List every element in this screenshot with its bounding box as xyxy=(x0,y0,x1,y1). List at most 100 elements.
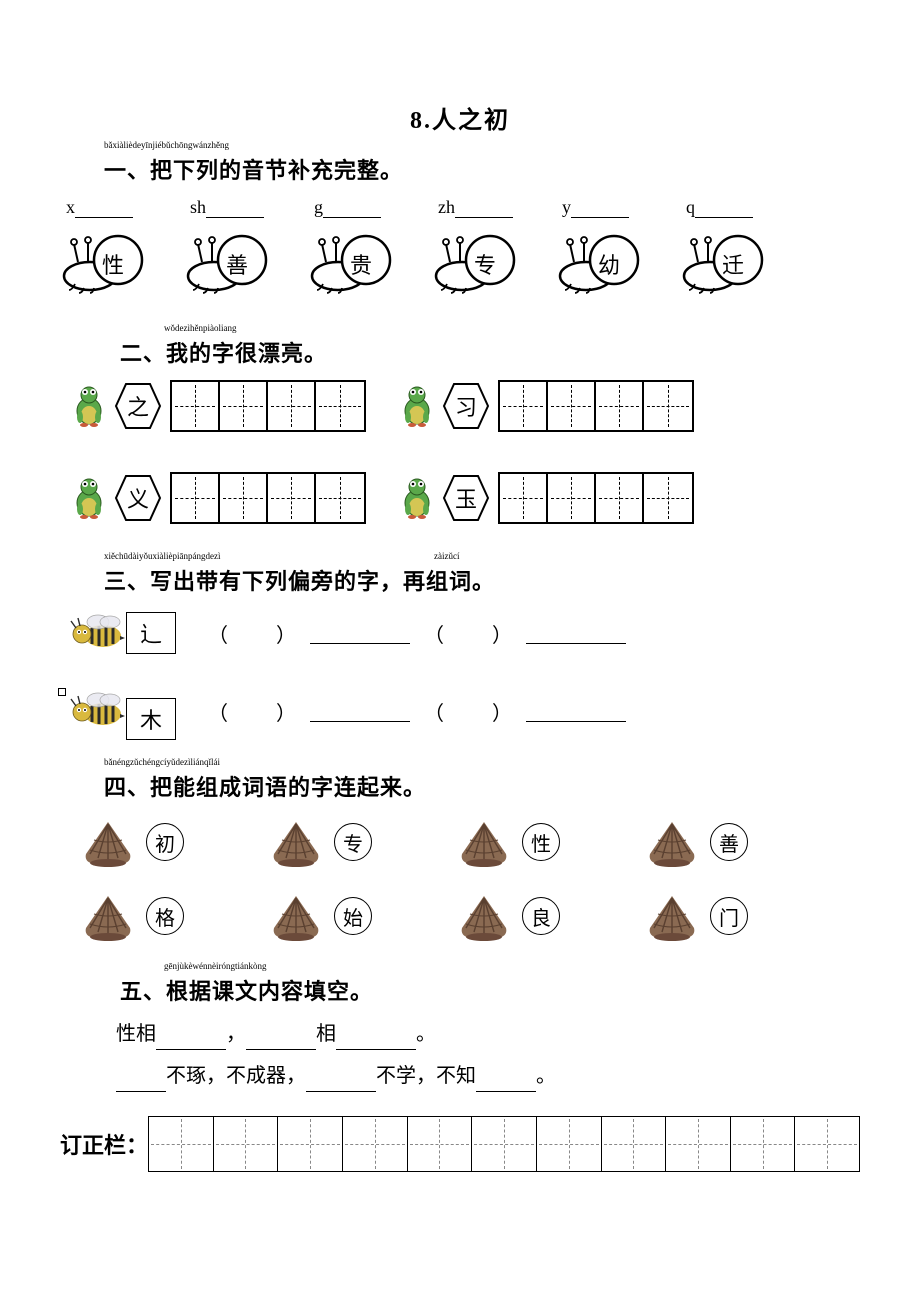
correction-box[interactable] xyxy=(666,1117,731,1171)
frog-icon xyxy=(400,477,434,519)
practice-box[interactable] xyxy=(220,474,268,522)
shell-icon xyxy=(76,888,140,944)
correction-box[interactable] xyxy=(343,1117,408,1171)
practice-boxes xyxy=(170,380,366,432)
shell-item[interactable]: 始 xyxy=(264,888,372,944)
practice-box[interactable] xyxy=(268,382,316,430)
practice-box[interactable] xyxy=(548,382,596,430)
snail-item: zh 专 xyxy=(432,197,532,296)
shell-icon xyxy=(76,814,140,870)
write-group: 玉 xyxy=(400,472,694,524)
correction-box[interactable] xyxy=(731,1117,796,1171)
radical-row: 辶 （） （） xyxy=(60,608,860,658)
correction-box[interactable] xyxy=(149,1117,214,1171)
shell-icon xyxy=(640,814,704,870)
frog-icon xyxy=(72,477,106,519)
snail-item: q 迁 xyxy=(680,197,780,296)
pinyin-prefix: sh xyxy=(184,197,264,218)
write-group: 义 xyxy=(72,472,366,524)
correction-box[interactable] xyxy=(795,1117,859,1171)
correction-box[interactable] xyxy=(472,1117,537,1171)
correction-box[interactable] xyxy=(602,1117,667,1171)
practice-boxes xyxy=(170,472,366,524)
word-blank[interactable] xyxy=(526,622,626,644)
shell-item[interactable]: 专 xyxy=(264,814,372,870)
practice-box[interactable] xyxy=(500,474,548,522)
bee-icon xyxy=(68,686,126,736)
snail-icon: 性 xyxy=(60,226,160,296)
correction-box[interactable] xyxy=(214,1117,279,1171)
practice-box[interactable] xyxy=(644,382,692,430)
snail-item: y 幼 xyxy=(556,197,656,296)
pinyin-prefix: g xyxy=(308,197,381,218)
shell-char: 专 xyxy=(334,823,372,861)
shell-char: 始 xyxy=(334,897,372,935)
pinyin-prefix: y xyxy=(556,197,629,218)
practice-box[interactable] xyxy=(596,474,644,522)
section1-items: x 性 sh 善 g 贵 zh 专 y 幼 q 迁 xyxy=(60,197,860,296)
word-blank[interactable] xyxy=(526,700,626,722)
frog-icon xyxy=(400,385,434,427)
snail-char: 专 xyxy=(474,248,496,280)
shell-char: 格 xyxy=(146,897,184,935)
practice-box[interactable] xyxy=(172,474,220,522)
snail-icon: 幼 xyxy=(556,226,656,296)
shell-item[interactable]: 门 xyxy=(640,888,748,944)
bee-icon xyxy=(68,608,126,658)
practice-boxes xyxy=(498,380,694,432)
shell-item[interactable]: 良 xyxy=(452,888,560,944)
word-blank[interactable] xyxy=(310,622,410,644)
shell-char: 初 xyxy=(146,823,184,861)
write-group: 之 xyxy=(72,380,366,432)
frog-icon xyxy=(72,385,106,427)
practice-box[interactable] xyxy=(316,474,364,522)
shell-icon xyxy=(264,888,328,944)
snail-icon: 专 xyxy=(432,226,532,296)
correction-box[interactable] xyxy=(408,1117,473,1171)
snail-char: 性 xyxy=(102,248,124,280)
snail-char: 迁 xyxy=(722,248,744,280)
shell-row-top: 初 专 性 善 xyxy=(60,814,860,870)
practice-box[interactable] xyxy=(220,382,268,430)
snail-item: sh 善 xyxy=(184,197,284,296)
practice-box[interactable] xyxy=(548,474,596,522)
word-blank[interactable] xyxy=(310,700,410,722)
practice-box[interactable] xyxy=(172,382,220,430)
radical-row: 木 （） （） xyxy=(60,682,860,740)
shell-item[interactable]: 格 xyxy=(76,888,184,944)
correction-label: 订正栏： xyxy=(60,1128,148,1160)
correction-box[interactable] xyxy=(278,1117,343,1171)
practice-boxes xyxy=(498,472,694,524)
edge-marker xyxy=(58,688,66,696)
practice-box[interactable] xyxy=(644,474,692,522)
section4-header: bǎnéngzǔchéngcíyǔdezìliánqǐlái 四、把能组成词语的… xyxy=(60,770,860,802)
shell-icon xyxy=(264,814,328,870)
radical-box: 辶 xyxy=(126,612,176,654)
shell-char: 性 xyxy=(522,823,560,861)
snail-item: x 性 xyxy=(60,197,160,296)
shell-icon xyxy=(640,888,704,944)
hexagon-char: 玉 xyxy=(442,474,490,522)
correction-row: 订正栏： xyxy=(60,1116,860,1172)
section1-header: bǎxiàlièdeyīnjiébǔchōngwánzhěng 一、把下列的音节… xyxy=(60,153,860,185)
page-title: 8.人之初 xyxy=(60,100,860,135)
shell-item[interactable]: 初 xyxy=(76,814,184,870)
practice-box[interactable] xyxy=(500,382,548,430)
correction-boxes xyxy=(148,1116,860,1172)
practice-box[interactable] xyxy=(596,382,644,430)
section3-header: xiěchūdàiyǒuxiàlièpiānpángdezì zàizǔcí 三… xyxy=(60,564,860,596)
practice-box[interactable] xyxy=(268,474,316,522)
snail-icon: 迁 xyxy=(680,226,780,296)
snail-char: 幼 xyxy=(598,248,620,280)
section3-pinyin2: zàizǔcí xyxy=(434,551,459,561)
hexagon-char: 习 xyxy=(442,382,490,430)
shell-item[interactable]: 善 xyxy=(640,814,748,870)
snail-item: g 贵 xyxy=(308,197,408,296)
write-group: 习 xyxy=(400,380,694,432)
shell-char: 善 xyxy=(710,823,748,861)
correction-box[interactable] xyxy=(537,1117,602,1171)
shell-char: 良 xyxy=(522,897,560,935)
pinyin-prefix: x xyxy=(60,197,133,218)
shell-item[interactable]: 性 xyxy=(452,814,560,870)
practice-box[interactable] xyxy=(316,382,364,430)
